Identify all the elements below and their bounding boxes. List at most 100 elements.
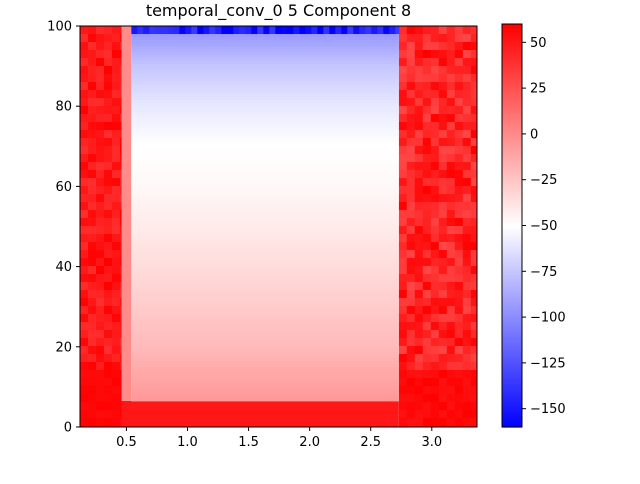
heatmap-cell (430, 234, 440, 243)
heatmap-cell (80, 194, 89, 203)
colorbar-segment (502, 42, 522, 45)
heatmap-cell (422, 282, 432, 291)
colorbar-segment (502, 165, 522, 168)
heatmap-cell (131, 376, 399, 380)
heatmap-cell (430, 210, 440, 219)
colorbar-segment (502, 401, 522, 404)
heatmap-cell (462, 146, 472, 155)
colorbar-segment (502, 304, 522, 307)
colorbar-segment (502, 252, 522, 256)
colorbar: 50 25 0 −25 −50 −75 −100 −125 −150 (501, 23, 566, 428)
heatmap-cell (112, 202, 121, 211)
y-tick-label: 100 (47, 20, 72, 35)
heatmap-cell (470, 218, 478, 227)
heatmap-cell (438, 50, 448, 59)
heatmap-cell (104, 418, 113, 427)
colorbar-segment (502, 75, 522, 78)
heatmap-cell (112, 82, 121, 91)
heatmap-cell (131, 127, 399, 131)
heatmap-cell (131, 169, 399, 173)
heatmap-cell (80, 362, 89, 371)
colorbar-segment (502, 373, 522, 377)
heatmap-cell (120, 298, 123, 307)
heatmap-cell (438, 394, 448, 403)
heatmap-cell (406, 162, 416, 171)
heatmap-cell (462, 362, 472, 371)
heatmap-cell (422, 226, 432, 235)
heatmap-cell (398, 90, 408, 99)
heatmap-cell (414, 234, 424, 243)
heatmap-cell (398, 194, 408, 203)
heatmap-cell (470, 74, 478, 83)
heatmap-cell (112, 306, 121, 315)
heatmap-cell (131, 199, 399, 203)
heatmap-cell (96, 194, 105, 203)
heatmap-cell (406, 194, 416, 203)
heatmap-cell (470, 82, 478, 91)
heatmap-cell (88, 114, 97, 123)
heatmap-cell (131, 166, 399, 170)
heatmap-cell (462, 370, 472, 379)
colorbar-segment (502, 302, 522, 305)
heatmap-cell (377, 26, 384, 35)
heatmap-cell (197, 26, 204, 35)
heatmap-cell (454, 394, 464, 403)
heatmap-cell (430, 362, 440, 371)
colorbar-segment (502, 84, 522, 87)
heatmap-cell (96, 250, 105, 259)
heatmap-cell (422, 114, 432, 123)
colorbar-segment (502, 203, 522, 206)
heatmap-cell (414, 330, 424, 339)
heatmap-cell (131, 232, 399, 236)
heatmap-cell (470, 122, 478, 131)
heatmap-cell (422, 346, 432, 355)
heatmap-cell (454, 146, 464, 155)
heatmap-cell (112, 386, 121, 395)
heatmap-cell (462, 154, 472, 163)
y-tick-label: 40 (55, 260, 72, 275)
heatmap-cell (422, 90, 432, 99)
colorbar-segment (502, 320, 522, 324)
heatmap-cell (462, 410, 472, 419)
heatmap-cell (131, 55, 399, 59)
heatmap-cell (112, 154, 121, 163)
heatmap-cell (422, 314, 432, 323)
heatmap-cell (131, 358, 399, 362)
heatmap-cell (112, 98, 121, 107)
heatmap-cell (422, 322, 432, 331)
heatmap-cell (88, 90, 97, 99)
heatmap-cell (470, 114, 478, 123)
heatmap-cell (120, 362, 123, 371)
heatmap-cell (446, 418, 456, 427)
heatmap-cell (96, 226, 105, 235)
heatmap-cell (88, 170, 97, 179)
heatmap-cell (104, 266, 113, 275)
heatmap-cell (96, 210, 105, 219)
heatmap-cell (430, 274, 440, 283)
heatmap-cell (470, 402, 478, 411)
heatmap-cell (438, 250, 448, 259)
heatmap-cell (281, 26, 288, 35)
heatmap-cell (462, 290, 472, 299)
heatmap-cell (438, 114, 448, 123)
colorbar-segment (502, 55, 522, 58)
colorbar-segment (502, 141, 522, 144)
heatmap-cell (131, 121, 399, 125)
heatmap-cell (104, 290, 113, 299)
colorbar-segment (502, 38, 522, 42)
heatmap-cell (414, 170, 424, 179)
heatmap-cell (470, 130, 478, 139)
heatmap-cell (131, 385, 399, 389)
heatmap-cell (430, 226, 440, 235)
heatmap-cell (112, 290, 121, 299)
colorbar-segment (502, 355, 522, 358)
heatmap-cell (88, 154, 97, 163)
heatmap-cell (398, 42, 408, 51)
heatmap-cell (422, 42, 432, 51)
heatmap-cell (104, 394, 113, 403)
colorbar-segment (502, 155, 522, 159)
heatmap-cell (446, 338, 456, 347)
heatmap-cell (131, 85, 399, 89)
heatmap-cell (131, 229, 399, 233)
heatmap-cell (161, 26, 168, 35)
